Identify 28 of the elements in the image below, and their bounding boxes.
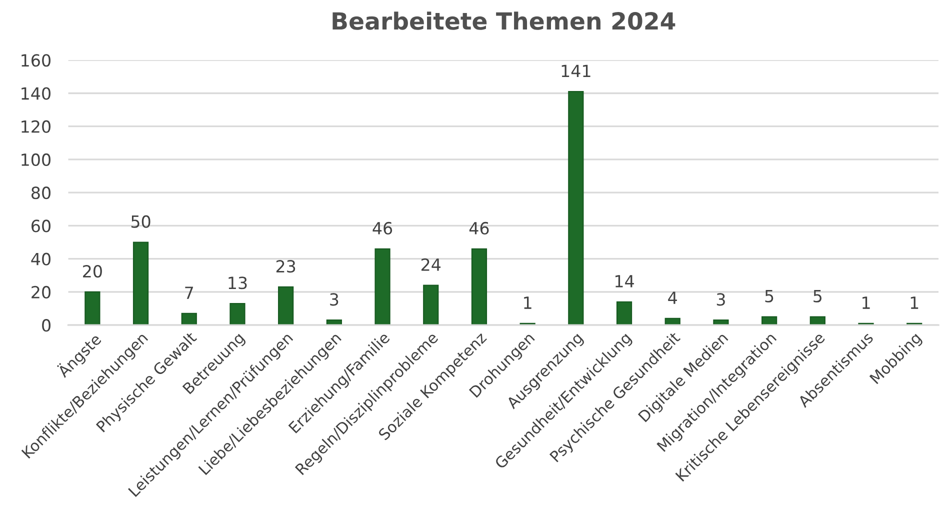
data-label: 5 (814, 290, 822, 302)
data-label: 24 (421, 258, 441, 271)
data-label: 13 (228, 276, 247, 290)
data-label: 3 (330, 293, 338, 306)
data-label: 4 (668, 292, 677, 304)
data-label: 1 (910, 296, 918, 309)
data-label: 50 (131, 215, 150, 228)
y-tick-label: 40 (31, 252, 50, 266)
y-tick-label: 100 (22, 153, 50, 166)
y-tick-label: 0 (42, 319, 50, 332)
y-tick-label: 160 (22, 54, 50, 67)
data-label: 46 (372, 222, 392, 235)
data-label: 46 (469, 222, 489, 235)
y-tick-label: 80 (32, 186, 50, 200)
y-tick-label: 60 (32, 220, 50, 232)
data-label: 1 (862, 296, 870, 309)
y-tick-label: 140 (22, 87, 50, 100)
data-label: 1 (524, 296, 532, 309)
data-label: 14 (615, 275, 634, 288)
data-label: 23 (276, 260, 296, 273)
data-label: 3 (716, 293, 725, 306)
data-label: 20 (83, 264, 102, 278)
y-tick-label: 20 (32, 286, 50, 299)
chart-title: Bearbeitete Themen 2024 (332, 12, 676, 30)
y-tick-label: 120 (22, 120, 50, 133)
data-label: 7 (185, 286, 194, 299)
data-label: 141 (562, 64, 590, 77)
data-label: 5 (765, 290, 774, 302)
